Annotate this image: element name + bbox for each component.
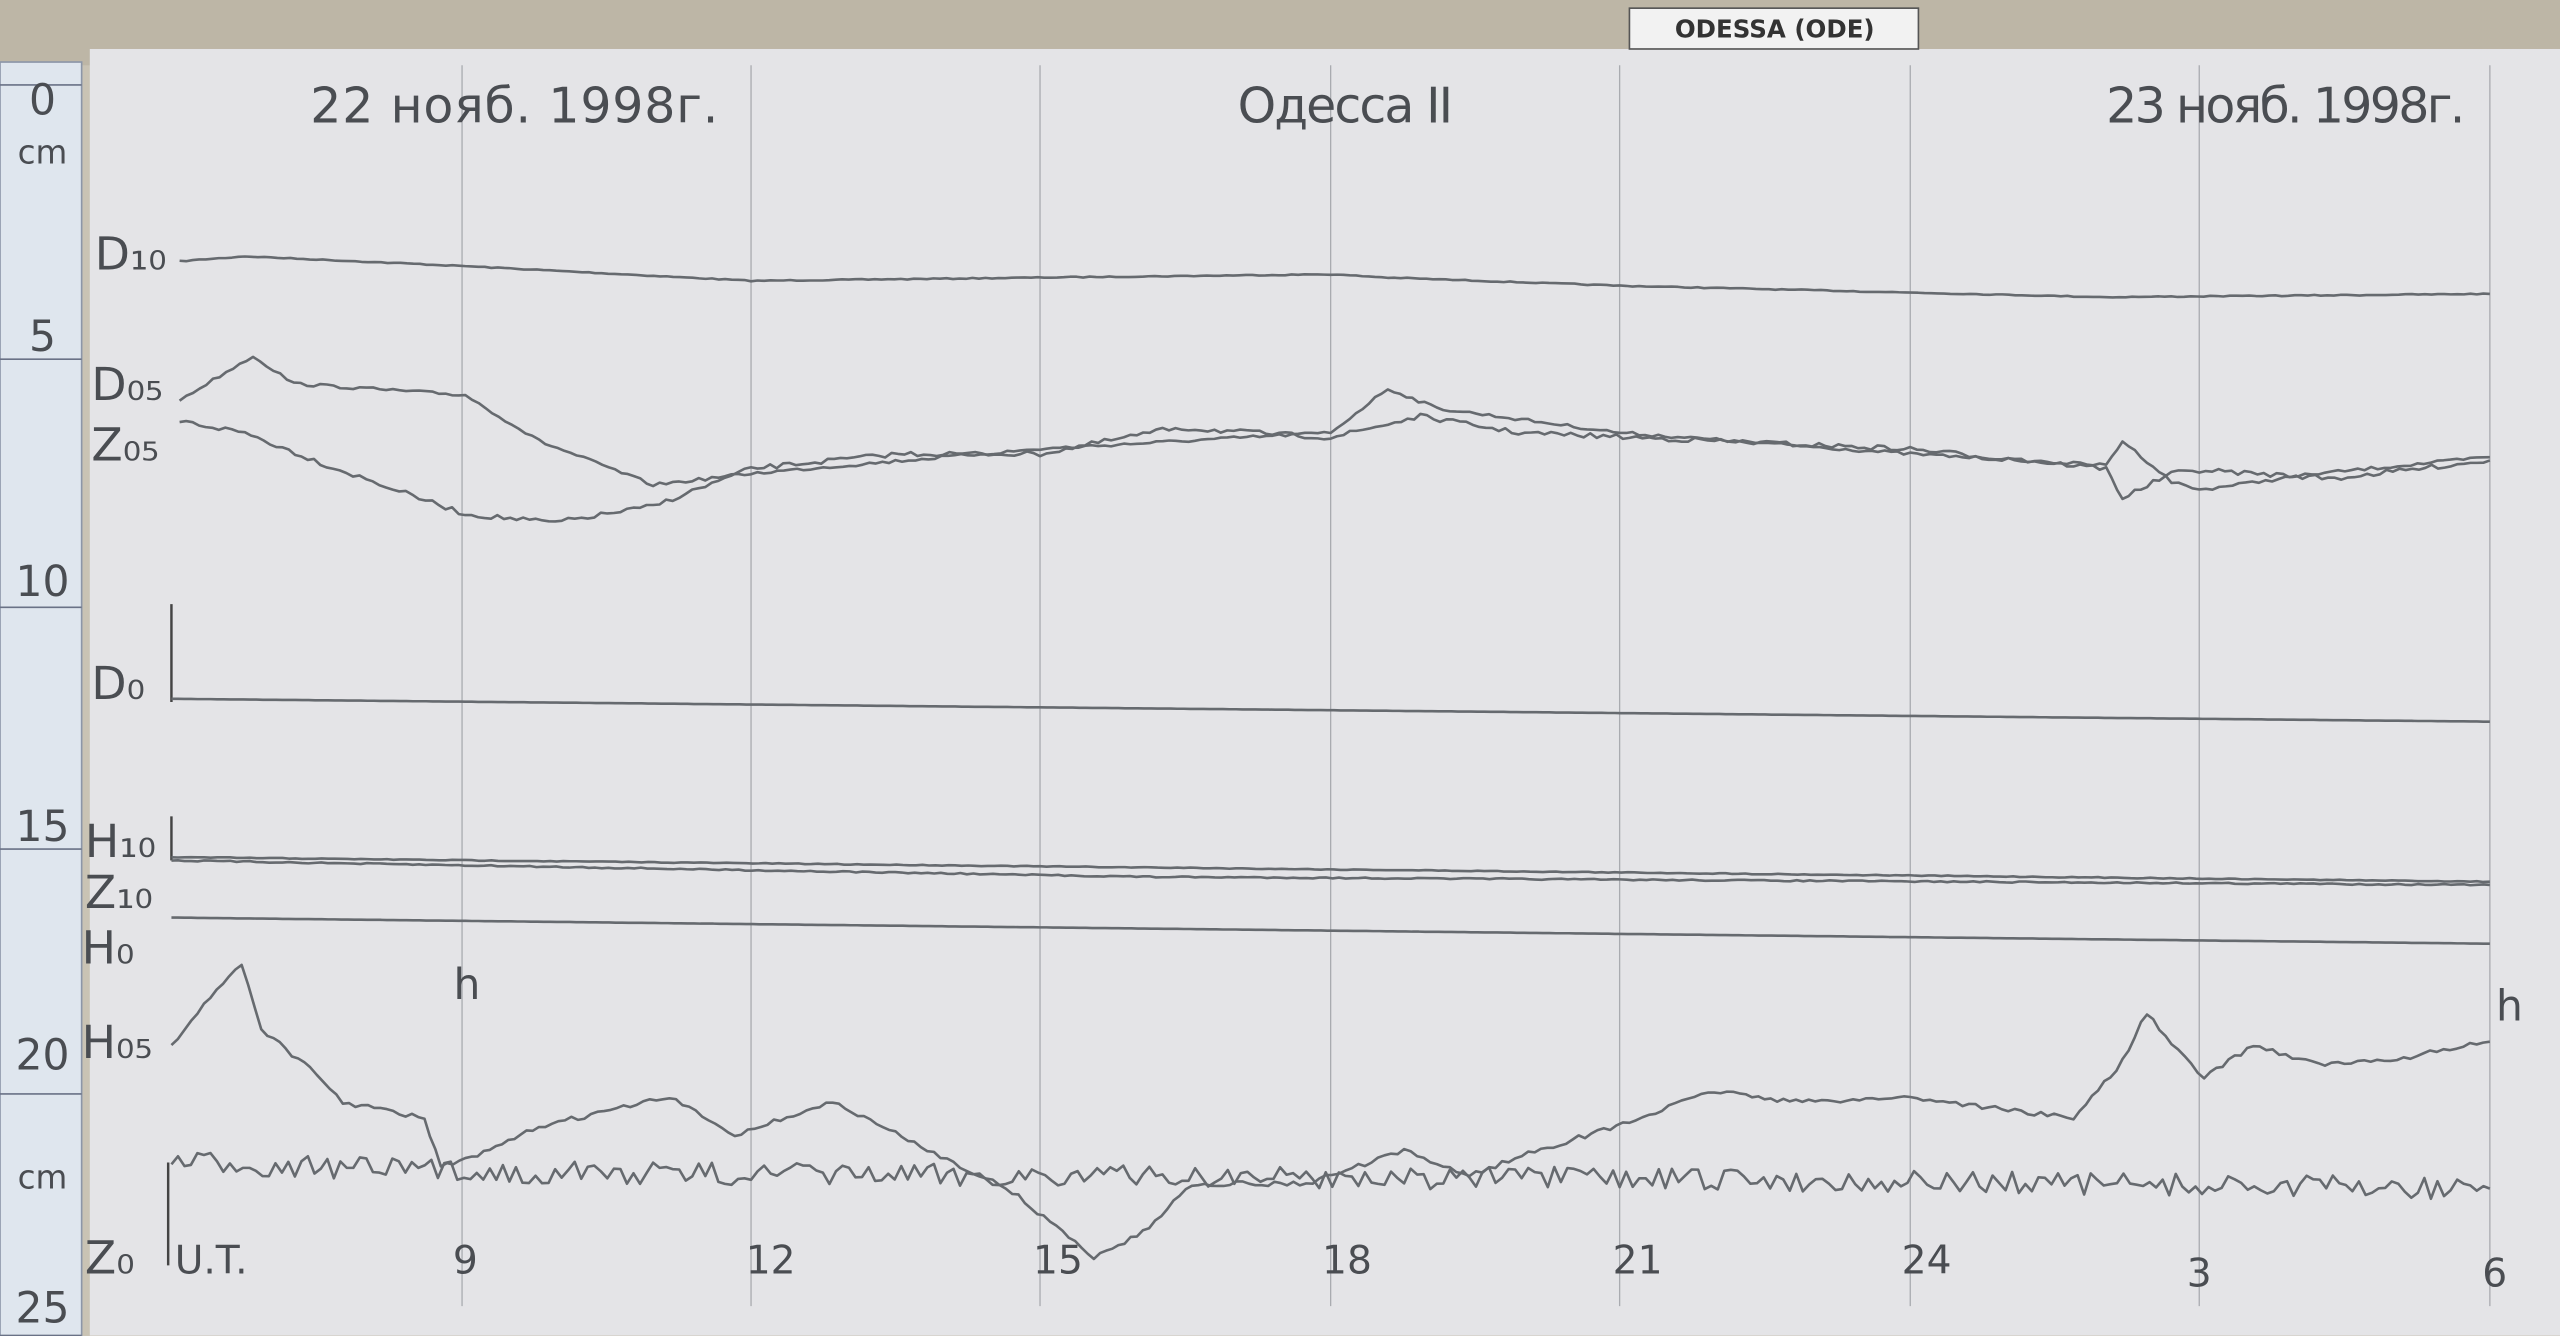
- hour-label: 24: [1902, 1239, 1952, 1284]
- trace-label: H₁₀: [85, 815, 156, 868]
- trace-curve: [171, 855, 2490, 884]
- ruler-label: cm: [18, 1159, 68, 1197]
- trace-label: Z₀: [85, 1232, 135, 1285]
- hour-label: U.T.: [175, 1239, 248, 1284]
- station-label: ODESSA (ODE): [1675, 15, 1875, 44]
- trace-label: D₀₅: [91, 358, 163, 411]
- ruler-label: 0: [29, 76, 56, 125]
- trace-label: Z₀₅: [91, 418, 159, 471]
- date-end: 23 нояб. 1998г.: [2106, 77, 2465, 134]
- trace-curve: [179, 255, 2490, 299]
- hour-unit: h: [453, 961, 480, 1010]
- trace-label: H₀₅: [82, 1016, 153, 1069]
- hour-label: 15: [1033, 1239, 1083, 1284]
- ruler-label: 5: [29, 313, 56, 362]
- hour-label: 3: [2187, 1252, 2212, 1297]
- ruler-label: 25: [15, 1284, 69, 1333]
- hour-label: 12: [746, 1239, 796, 1284]
- trace-curve: [171, 858, 2490, 887]
- record-title: Одесса II: [1238, 77, 1454, 134]
- trace-curve: [170, 1151, 2491, 1201]
- trace-label: D₀: [91, 657, 145, 710]
- trace-label: Z₁₀: [85, 866, 153, 919]
- trace-curve: [178, 355, 2490, 491]
- paper: [89, 48, 2560, 1336]
- ruler-label: cm: [18, 133, 68, 171]
- ruler-label: 15: [15, 803, 69, 852]
- ruler-label: 10: [15, 558, 69, 607]
- station-tag: [1628, 7, 1920, 50]
- date-start: 22 нояб. 1998г.: [310, 77, 718, 134]
- hour-unit: h: [2496, 982, 2523, 1031]
- trace-curve: [179, 412, 2491, 523]
- trace-label: D₁₀: [95, 227, 167, 280]
- ruler: [0, 61, 83, 1336]
- hour-label: 18: [1322, 1239, 1372, 1284]
- hour-label: 21: [1613, 1239, 1663, 1284]
- hour-label: 9: [453, 1239, 478, 1284]
- trace-curve: [171, 697, 2490, 723]
- trace-curve: [171, 916, 2490, 946]
- trace-label: H₀: [82, 921, 135, 974]
- hour-label: 6: [2482, 1252, 2507, 1297]
- ruler-label: 20: [15, 1031, 69, 1080]
